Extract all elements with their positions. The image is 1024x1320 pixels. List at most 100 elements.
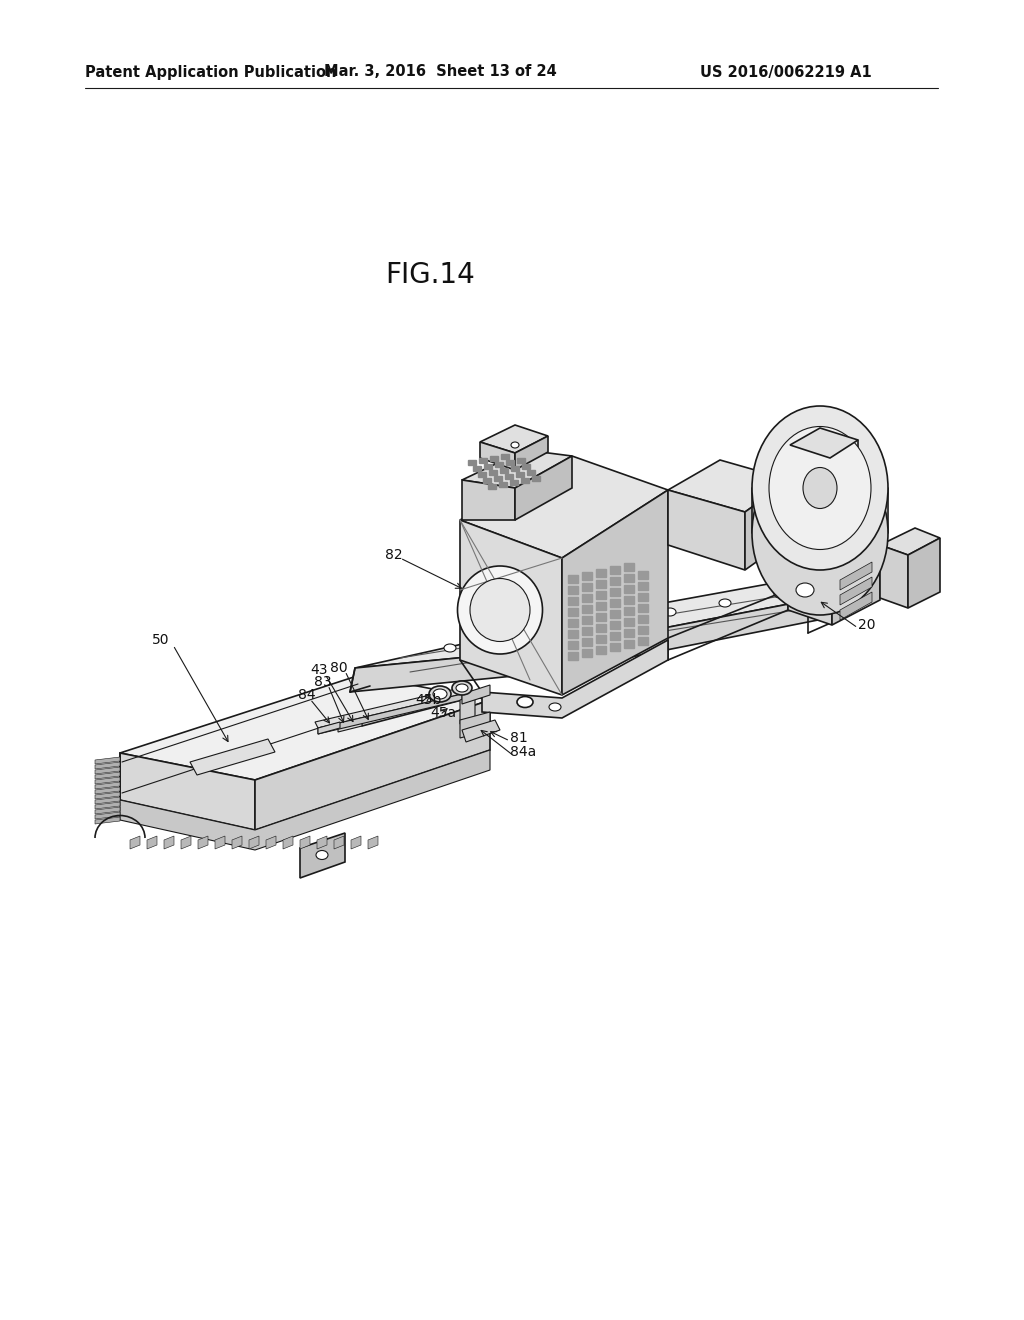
- Bar: [610, 643, 620, 651]
- Polygon shape: [462, 685, 490, 704]
- Text: Patent Application Publication: Patent Application Publication: [85, 65, 337, 79]
- Bar: [624, 585, 634, 593]
- Bar: [511, 466, 519, 471]
- Bar: [624, 607, 634, 615]
- Polygon shape: [338, 719, 362, 733]
- Polygon shape: [95, 812, 120, 818]
- Bar: [488, 484, 496, 488]
- Bar: [495, 462, 503, 467]
- Polygon shape: [95, 756, 120, 764]
- Polygon shape: [300, 833, 345, 878]
- Bar: [582, 583, 592, 591]
- Polygon shape: [668, 459, 790, 512]
- Bar: [568, 597, 578, 605]
- Polygon shape: [181, 836, 191, 849]
- Polygon shape: [283, 836, 293, 849]
- Polygon shape: [460, 711, 490, 738]
- Bar: [624, 640, 634, 648]
- Bar: [624, 564, 634, 572]
- Ellipse shape: [609, 616, 621, 624]
- Bar: [582, 572, 592, 579]
- Bar: [582, 649, 592, 657]
- Bar: [638, 572, 648, 579]
- Bar: [596, 602, 606, 610]
- Polygon shape: [790, 428, 858, 458]
- Ellipse shape: [429, 686, 451, 702]
- Polygon shape: [334, 836, 344, 849]
- Polygon shape: [840, 591, 872, 620]
- Polygon shape: [95, 767, 120, 774]
- Polygon shape: [317, 836, 327, 849]
- Ellipse shape: [316, 850, 328, 859]
- Ellipse shape: [796, 583, 814, 597]
- Polygon shape: [95, 781, 120, 789]
- Bar: [489, 470, 497, 475]
- Polygon shape: [95, 797, 120, 804]
- Text: 50: 50: [152, 634, 170, 647]
- Ellipse shape: [719, 599, 731, 607]
- Text: 45a: 45a: [430, 706, 456, 719]
- Bar: [596, 624, 606, 632]
- Ellipse shape: [803, 467, 837, 508]
- Polygon shape: [315, 688, 462, 729]
- Polygon shape: [831, 545, 880, 624]
- Polygon shape: [95, 807, 120, 814]
- Polygon shape: [255, 700, 490, 830]
- Polygon shape: [95, 803, 120, 809]
- Polygon shape: [351, 836, 361, 849]
- Bar: [638, 605, 648, 612]
- Polygon shape: [266, 836, 276, 849]
- Ellipse shape: [769, 426, 871, 549]
- Polygon shape: [462, 719, 500, 742]
- Polygon shape: [880, 528, 940, 554]
- Text: 82: 82: [385, 548, 402, 562]
- Ellipse shape: [458, 566, 543, 653]
- Ellipse shape: [549, 704, 561, 711]
- Bar: [638, 615, 648, 623]
- Polygon shape: [840, 562, 872, 590]
- Polygon shape: [482, 640, 668, 718]
- Bar: [568, 630, 578, 638]
- Polygon shape: [355, 570, 845, 668]
- Bar: [484, 465, 492, 469]
- Bar: [582, 616, 592, 624]
- Bar: [510, 480, 518, 484]
- Ellipse shape: [470, 578, 530, 642]
- Bar: [527, 470, 535, 475]
- Polygon shape: [198, 836, 208, 849]
- Bar: [624, 618, 634, 626]
- Bar: [624, 630, 634, 638]
- Polygon shape: [95, 817, 120, 824]
- Polygon shape: [480, 442, 515, 470]
- Polygon shape: [95, 777, 120, 784]
- Text: US 2016/0062219 A1: US 2016/0062219 A1: [700, 65, 871, 79]
- Bar: [568, 576, 578, 583]
- Polygon shape: [360, 694, 462, 726]
- Ellipse shape: [452, 681, 472, 696]
- Bar: [638, 626, 648, 634]
- Bar: [596, 612, 606, 620]
- Ellipse shape: [752, 407, 888, 570]
- Polygon shape: [368, 836, 378, 849]
- Bar: [506, 459, 514, 465]
- Polygon shape: [840, 577, 872, 605]
- Bar: [610, 577, 620, 585]
- Bar: [582, 627, 592, 635]
- Polygon shape: [480, 425, 548, 453]
- Text: 20: 20: [858, 618, 876, 632]
- Polygon shape: [908, 539, 940, 609]
- Bar: [501, 454, 509, 459]
- Bar: [610, 566, 620, 574]
- Polygon shape: [460, 520, 562, 696]
- Bar: [517, 458, 525, 463]
- Polygon shape: [232, 836, 242, 849]
- Bar: [638, 582, 648, 590]
- Bar: [610, 587, 620, 597]
- Ellipse shape: [511, 442, 519, 447]
- Ellipse shape: [664, 609, 676, 616]
- Polygon shape: [120, 752, 255, 830]
- Bar: [483, 478, 490, 483]
- Polygon shape: [318, 722, 340, 734]
- Bar: [478, 473, 486, 477]
- Bar: [596, 635, 606, 643]
